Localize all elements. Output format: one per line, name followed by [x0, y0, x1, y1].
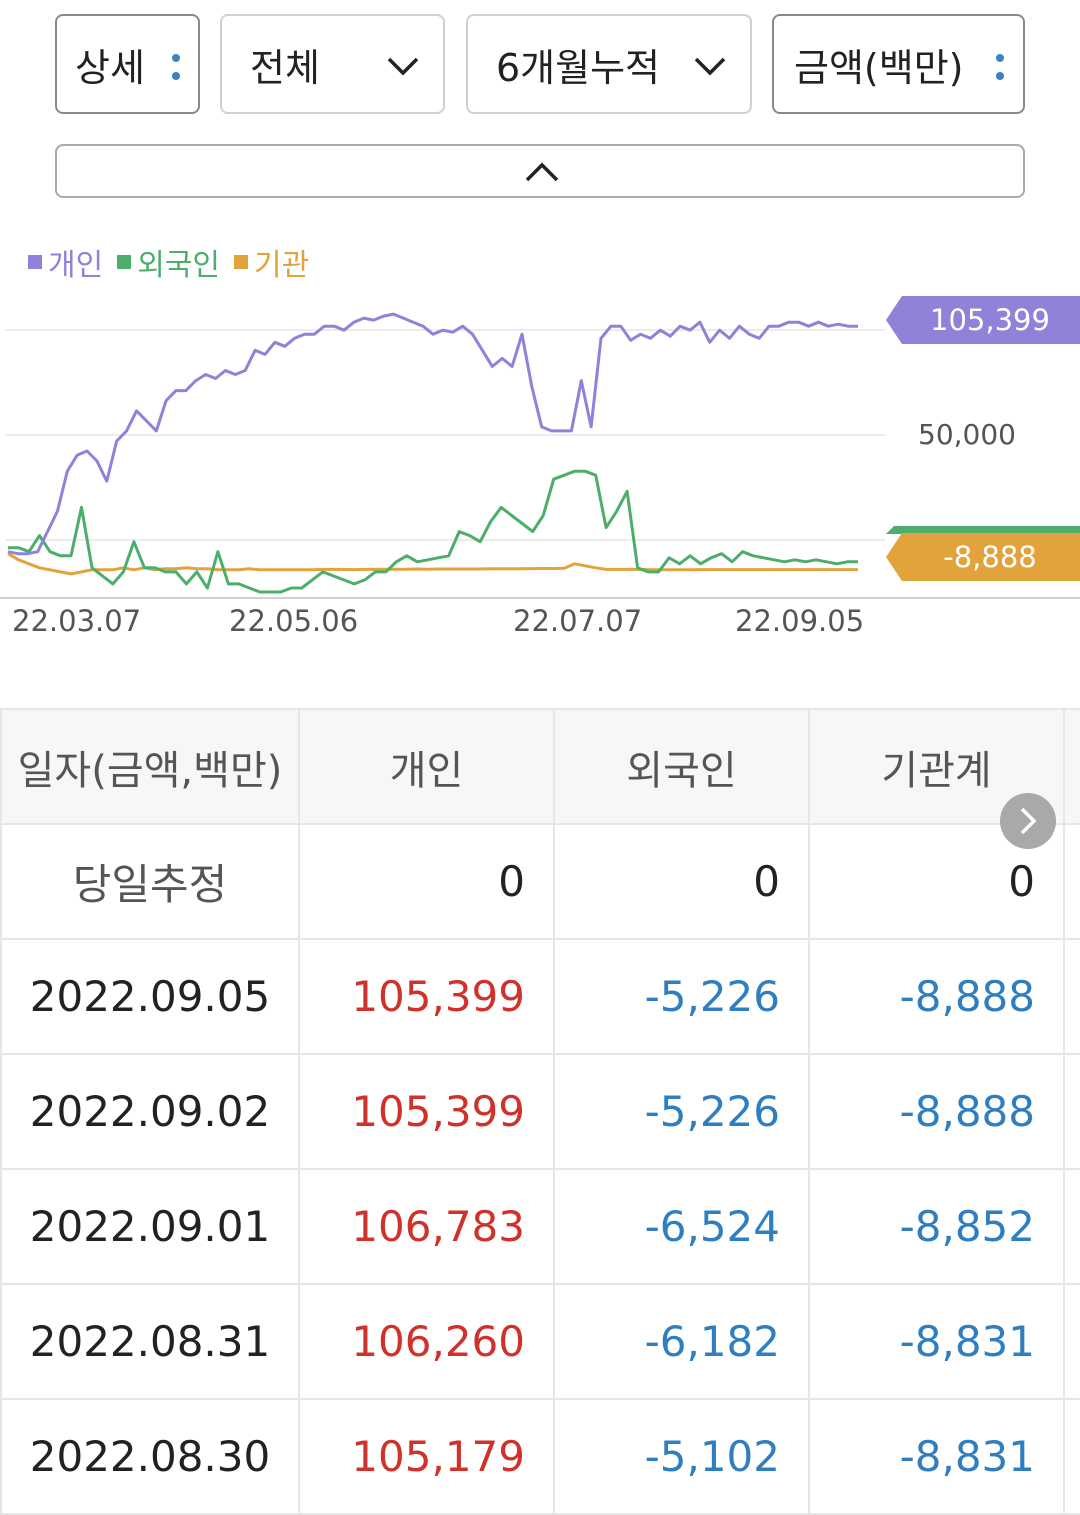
cell-foreign: -6,524: [553, 1168, 810, 1285]
cell-date: 2022.09.05: [0, 938, 300, 1055]
cell-foreign: -6,182: [553, 1283, 810, 1400]
header-foreign: 외국인: [553, 708, 810, 825]
chevron-down-icon: [387, 57, 419, 76]
individual-current-value: 105,399: [930, 303, 1050, 337]
institution-current-value: -8,888: [943, 540, 1037, 574]
collapse-filters-button[interactable]: [55, 144, 1025, 198]
header-overflow: [1063, 708, 1080, 825]
cell-overflow: [1063, 1398, 1080, 1515]
header-date: 일자(금액,백만): [0, 708, 300, 825]
cell-date: 2022.09.01: [0, 1168, 300, 1285]
chevron-up-icon: [525, 162, 559, 182]
y-axis-tick-label: 50,000: [918, 418, 1016, 451]
cumulative-net-buy-chart: [0, 312, 1080, 599]
cell-institution: -8,831: [808, 1398, 1065, 1515]
legend-label: 기관: [254, 248, 310, 283]
cell-institution: -8,831: [808, 1283, 1065, 1400]
x-axis-tick-label: 22.05.06: [229, 604, 359, 638]
cell-foreign: -5,226: [553, 1053, 810, 1170]
table-row: 2022.09.05 105,399 -5,226 -8,888: [0, 938, 1080, 1055]
legend-item-foreign[interactable]: 외국인: [117, 240, 220, 284]
series-layer: [7, 312, 858, 594]
period-select[interactable]: 6개월누적: [466, 14, 752, 114]
table-row: 2022.08.31 106,260 -6,182 -8,831: [0, 1283, 1080, 1400]
legend-label: 개인: [48, 248, 104, 283]
individual-current-value-tag: 105,399: [886, 296, 1080, 344]
period-label: 6개월누적: [496, 45, 661, 90]
x-axis-tick-label: 22.09.05: [735, 604, 865, 638]
legend-swatch: [117, 255, 132, 269]
legend-swatch: [234, 255, 249, 269]
detail-menu-button[interactable]: 상세: [55, 14, 200, 114]
chevron-down-icon: [694, 57, 726, 76]
table-row-estimate: 당일추정 0 0 0: [0, 823, 1080, 940]
scope-select[interactable]: 전체: [220, 14, 445, 114]
cell-institution: -8,852: [808, 1168, 1065, 1285]
table-row: 2022.09.02 105,399 -5,226 -8,888: [0, 1053, 1080, 1170]
header-individual: 개인: [298, 708, 555, 825]
foreign-line: [8, 469, 858, 594]
cell-foreign: 0: [553, 823, 810, 940]
legend-label: 외국인: [137, 248, 221, 283]
scroll-right-button[interactable]: [1000, 793, 1056, 849]
cell-date: 당일추정: [0, 823, 300, 940]
chart-legend: 개인 외국인 기관: [28, 240, 309, 284]
cell-institution: -8,888: [808, 938, 1065, 1055]
cell-institution: 0: [808, 823, 1065, 940]
cell-date: 2022.08.30: [0, 1398, 300, 1515]
legend-item-institution[interactable]: 기관: [234, 240, 309, 284]
cell-date: 2022.08.31: [0, 1283, 300, 1400]
cell-individual: 0: [298, 823, 555, 940]
cell-overflow: [1063, 823, 1080, 940]
chevron-right-icon: [1020, 807, 1037, 835]
legend-swatch: [28, 255, 42, 269]
cell-date: 2022.09.02: [0, 1053, 300, 1170]
cell-individual: 105,399: [298, 938, 555, 1055]
table-row: 2022.09.01 106,783 -6,524 -8,852: [0, 1168, 1080, 1285]
cell-individual: 106,260: [298, 1283, 555, 1400]
cell-institution: -8,888: [808, 1053, 1065, 1170]
cell-individual: 106,783: [298, 1168, 555, 1285]
cell-overflow: [1063, 1283, 1080, 1400]
institution-current-value-tag: -8,888: [886, 533, 1080, 581]
x-axis-tick-label: 22.07.07: [513, 604, 643, 638]
cell-individual: 105,179: [298, 1398, 555, 1515]
cell-overflow: [1063, 1053, 1080, 1170]
detail-label: 상세: [75, 45, 145, 90]
investor-trade-table: 일자(금액,백만) 개인 외국인 기관계 당일추정 0 0 0 2022.09.…: [0, 708, 1080, 1515]
kebab-icon: [996, 54, 1004, 90]
table-header-row: 일자(금액,백만) 개인 외국인 기관계: [0, 708, 1080, 825]
unit-menu-button[interactable]: 금액(백만): [772, 14, 1025, 114]
kebab-icon: [172, 54, 180, 90]
individual-line: [7, 312, 858, 556]
x-axis-tick-label: 22.03.07: [12, 604, 142, 638]
cell-foreign: -5,102: [553, 1398, 810, 1515]
scope-label: 전체: [250, 45, 320, 90]
cell-overflow: [1063, 938, 1080, 1055]
institution-line: [7, 552, 858, 576]
unit-label: 금액(백만): [794, 45, 964, 90]
cell-overflow: [1063, 1168, 1080, 1285]
legend-item-individual[interactable]: 개인: [28, 240, 103, 284]
cell-foreign: -5,226: [553, 938, 810, 1055]
cell-individual: 105,399: [298, 1053, 555, 1170]
table-row: 2022.08.30 105,179 -5,102 -8,831: [0, 1398, 1080, 1515]
foreign-current-value-tag: [886, 526, 1080, 534]
